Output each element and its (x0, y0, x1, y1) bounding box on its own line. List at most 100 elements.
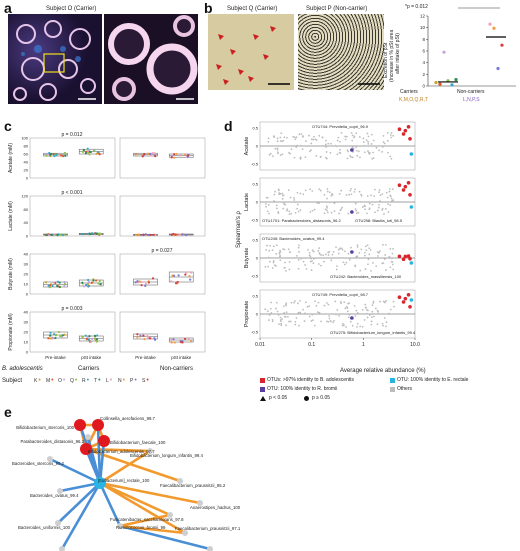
d-point-other (389, 155, 392, 158)
c-point (95, 152, 98, 155)
d-point-other (390, 257, 393, 260)
panel-c-subject-legend: K• M• O• Q• R• T• L• N• P• S• (30, 377, 230, 387)
d-point-other (355, 309, 358, 312)
d-point-adolescentis (401, 132, 406, 136)
d-point-adolescentis (397, 254, 402, 259)
c-point (64, 154, 67, 157)
d-point-other (322, 254, 325, 257)
d-point-other (284, 315, 287, 318)
d-point-other (325, 205, 328, 208)
d-point-other (359, 156, 361, 159)
d-point-other (385, 321, 388, 324)
d-point-other (363, 151, 366, 154)
panel-b-img2-title: Subject P (Non-carrier) (306, 6, 368, 12)
d-point-other (352, 147, 355, 150)
d-point-other (266, 196, 269, 199)
c-point (93, 334, 97, 337)
d-point-other (274, 147, 277, 150)
d-point-adolescentis (406, 181, 411, 185)
d-point-other (387, 203, 390, 206)
d-point-other (393, 305, 396, 308)
c-point (187, 337, 190, 340)
c-point (179, 154, 182, 157)
c-point (63, 151, 66, 155)
d-point-other (348, 316, 350, 319)
d-point-other (378, 250, 381, 253)
d-point-other (358, 252, 361, 254)
d-point-bromii (350, 210, 354, 214)
d-point-other (267, 265, 270, 268)
d-point-other (324, 208, 327, 211)
panel-a-title: Subject O (Carrier) (46, 6, 97, 12)
c-point (154, 154, 157, 158)
d-point-other (283, 312, 286, 314)
panel-d-ylabel: Spearman's ρ (236, 211, 242, 248)
d-annotation: OTU275: Bifidobacterium_longum_infantis_… (330, 330, 416, 335)
d-point-other (330, 142, 332, 145)
e-node-label: Bacteroides_ovatus_99.4 (30, 493, 79, 498)
d-point-other (335, 313, 337, 316)
c-ylabel: Propionate (mM) (8, 313, 14, 351)
d-point-other (316, 145, 319, 147)
subject-legend-item: O• (58, 377, 66, 384)
d-point-other (386, 196, 389, 199)
legend-cyan-label: OTU: 100% identity to E. rectale (397, 377, 469, 383)
d-point-other (273, 264, 276, 267)
c-point (63, 280, 66, 284)
d-point-other (367, 150, 369, 152)
d-point-other (340, 208, 343, 210)
c-point (48, 334, 52, 337)
d-point-other (386, 139, 389, 142)
d-point-other (327, 251, 330, 254)
d-point-adolescentis (408, 193, 412, 197)
d-point-other (392, 247, 394, 250)
e-edge (98, 481, 122, 528)
d-point-other (318, 247, 320, 249)
d-point-other (366, 212, 368, 215)
d-point-adolescentis (408, 305, 412, 309)
c-point (190, 339, 193, 343)
d-point-other (304, 264, 306, 266)
legend-triangle-icon (260, 396, 266, 401)
c-point (153, 152, 156, 155)
e-node-label: Bacteroides_stercoris_96.2 (12, 461, 65, 466)
d-point-other (337, 248, 340, 251)
d-point-rectale (409, 152, 414, 156)
d-point-other (325, 146, 327, 148)
d-point-other (345, 194, 348, 196)
c-point (140, 284, 143, 287)
d-point-other (305, 268, 308, 270)
c-point (147, 233, 150, 237)
c-point (173, 341, 176, 344)
d-point-other (350, 131, 353, 134)
d-point-other (328, 191, 331, 194)
d-point-other (284, 261, 286, 264)
subject-legend-item: P• (130, 377, 137, 384)
c-point (87, 151, 90, 154)
d-point-other (287, 248, 290, 251)
d-point-other (350, 187, 352, 190)
d-point-other (319, 264, 322, 267)
d-point-other (290, 148, 293, 151)
c-point (136, 279, 139, 283)
d-ytick-label: -0.5 (251, 330, 259, 335)
d-point-other (323, 260, 325, 263)
d-point-other (324, 139, 327, 142)
d-point-other (287, 189, 290, 192)
b-ytick-label: 6 (422, 49, 425, 54)
d-point-other (297, 302, 299, 305)
d-point-other (383, 213, 385, 215)
d-point-other (389, 194, 392, 197)
d-point-other (272, 261, 275, 264)
c-point (170, 280, 173, 283)
d-point-other (281, 318, 284, 320)
d-point-other (372, 300, 375, 303)
d-point-other (348, 193, 351, 196)
c-ytick-label: 0 (26, 350, 29, 355)
e-node (47, 456, 53, 462)
d-point-other (299, 299, 301, 302)
d-point-adolescentis (401, 257, 406, 261)
panel-d-legend: OTUs: >97% identity to B. adolescentis O… (260, 377, 520, 411)
d-row-label: Propionate (244, 301, 250, 328)
d-point-other (316, 311, 319, 313)
